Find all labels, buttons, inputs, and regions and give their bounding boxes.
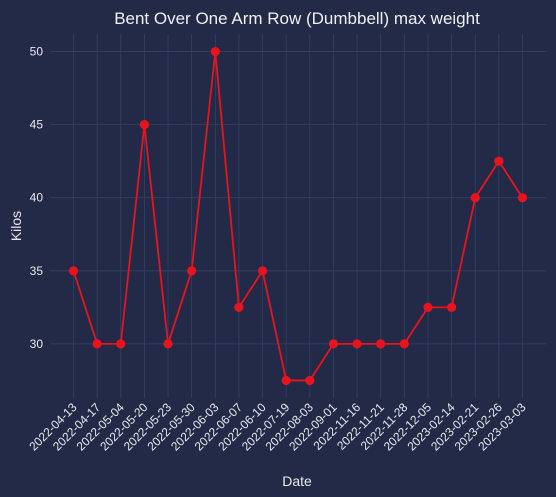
y-tick-label: 45 (30, 118, 44, 132)
data-point (187, 266, 197, 276)
data-point (376, 339, 386, 349)
data-point (68, 266, 79, 276)
data-point (447, 302, 457, 312)
data-point (423, 302, 433, 312)
y-tick-label: 50 (30, 45, 44, 59)
series-line (72, 51, 524, 382)
data-point (517, 193, 528, 203)
data-point (139, 120, 149, 130)
data-point (352, 339, 362, 349)
data-point (494, 156, 504, 166)
y-tick-label: 35 (30, 264, 44, 278)
data-point (470, 193, 480, 203)
chart-title: Bent Over One Arm Row (Dumbbell) max wei… (114, 9, 480, 28)
data-point (399, 339, 409, 349)
data-point (116, 339, 126, 349)
data-points (68, 46, 528, 386)
x-axis-ticks: 2022-04-132022-04-172022-05-042022-05-20… (26, 400, 529, 454)
grid-lines (50, 34, 546, 398)
y-tick-label: 30 (30, 337, 44, 351)
y-tick-label: 40 (30, 191, 44, 205)
data-point (163, 339, 173, 349)
y-axis-ticks: 30 35 40 45 50 (30, 45, 44, 351)
data-point (92, 339, 102, 349)
data-point (234, 302, 244, 312)
data-point (210, 46, 220, 57)
data-point (305, 375, 315, 386)
data-point (257, 266, 268, 276)
y-axis-label: Kilos (8, 211, 24, 241)
data-point (328, 339, 339, 349)
data-point (281, 375, 291, 386)
x-axis-label: Date (282, 473, 312, 489)
